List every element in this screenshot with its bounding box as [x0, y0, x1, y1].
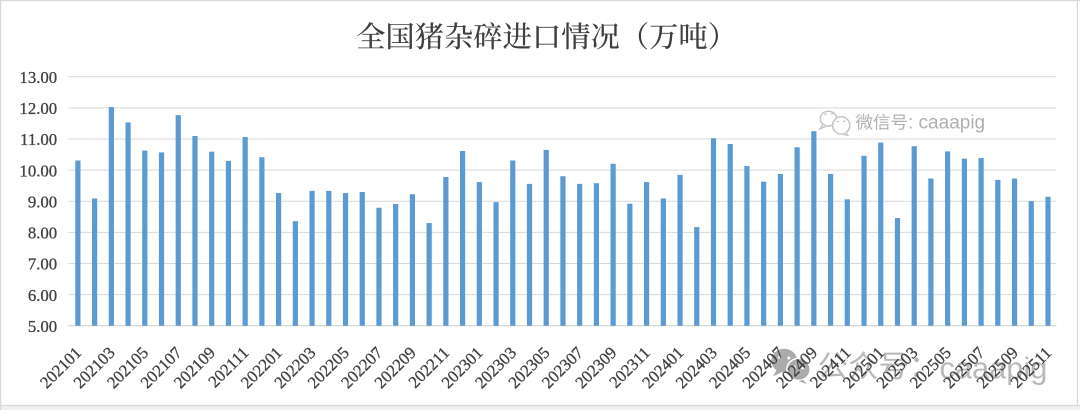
svg-text:6.00: 6.00	[28, 286, 57, 305]
svg-text:12.00: 12.00	[19, 99, 57, 118]
svg-text:: caaapig: : caaapig	[908, 113, 985, 134]
svg-text:8.00: 8.00	[28, 224, 57, 243]
svg-text:5.00: 5.00	[28, 317, 57, 336]
svg-text:9.00: 9.00	[28, 192, 57, 211]
svg-text:7.00: 7.00	[28, 255, 57, 274]
svg-text:10.00: 10.00	[19, 161, 57, 180]
svg-text:13.00: 13.00	[19, 68, 57, 87]
svg-text:11.00: 11.00	[20, 130, 57, 149]
